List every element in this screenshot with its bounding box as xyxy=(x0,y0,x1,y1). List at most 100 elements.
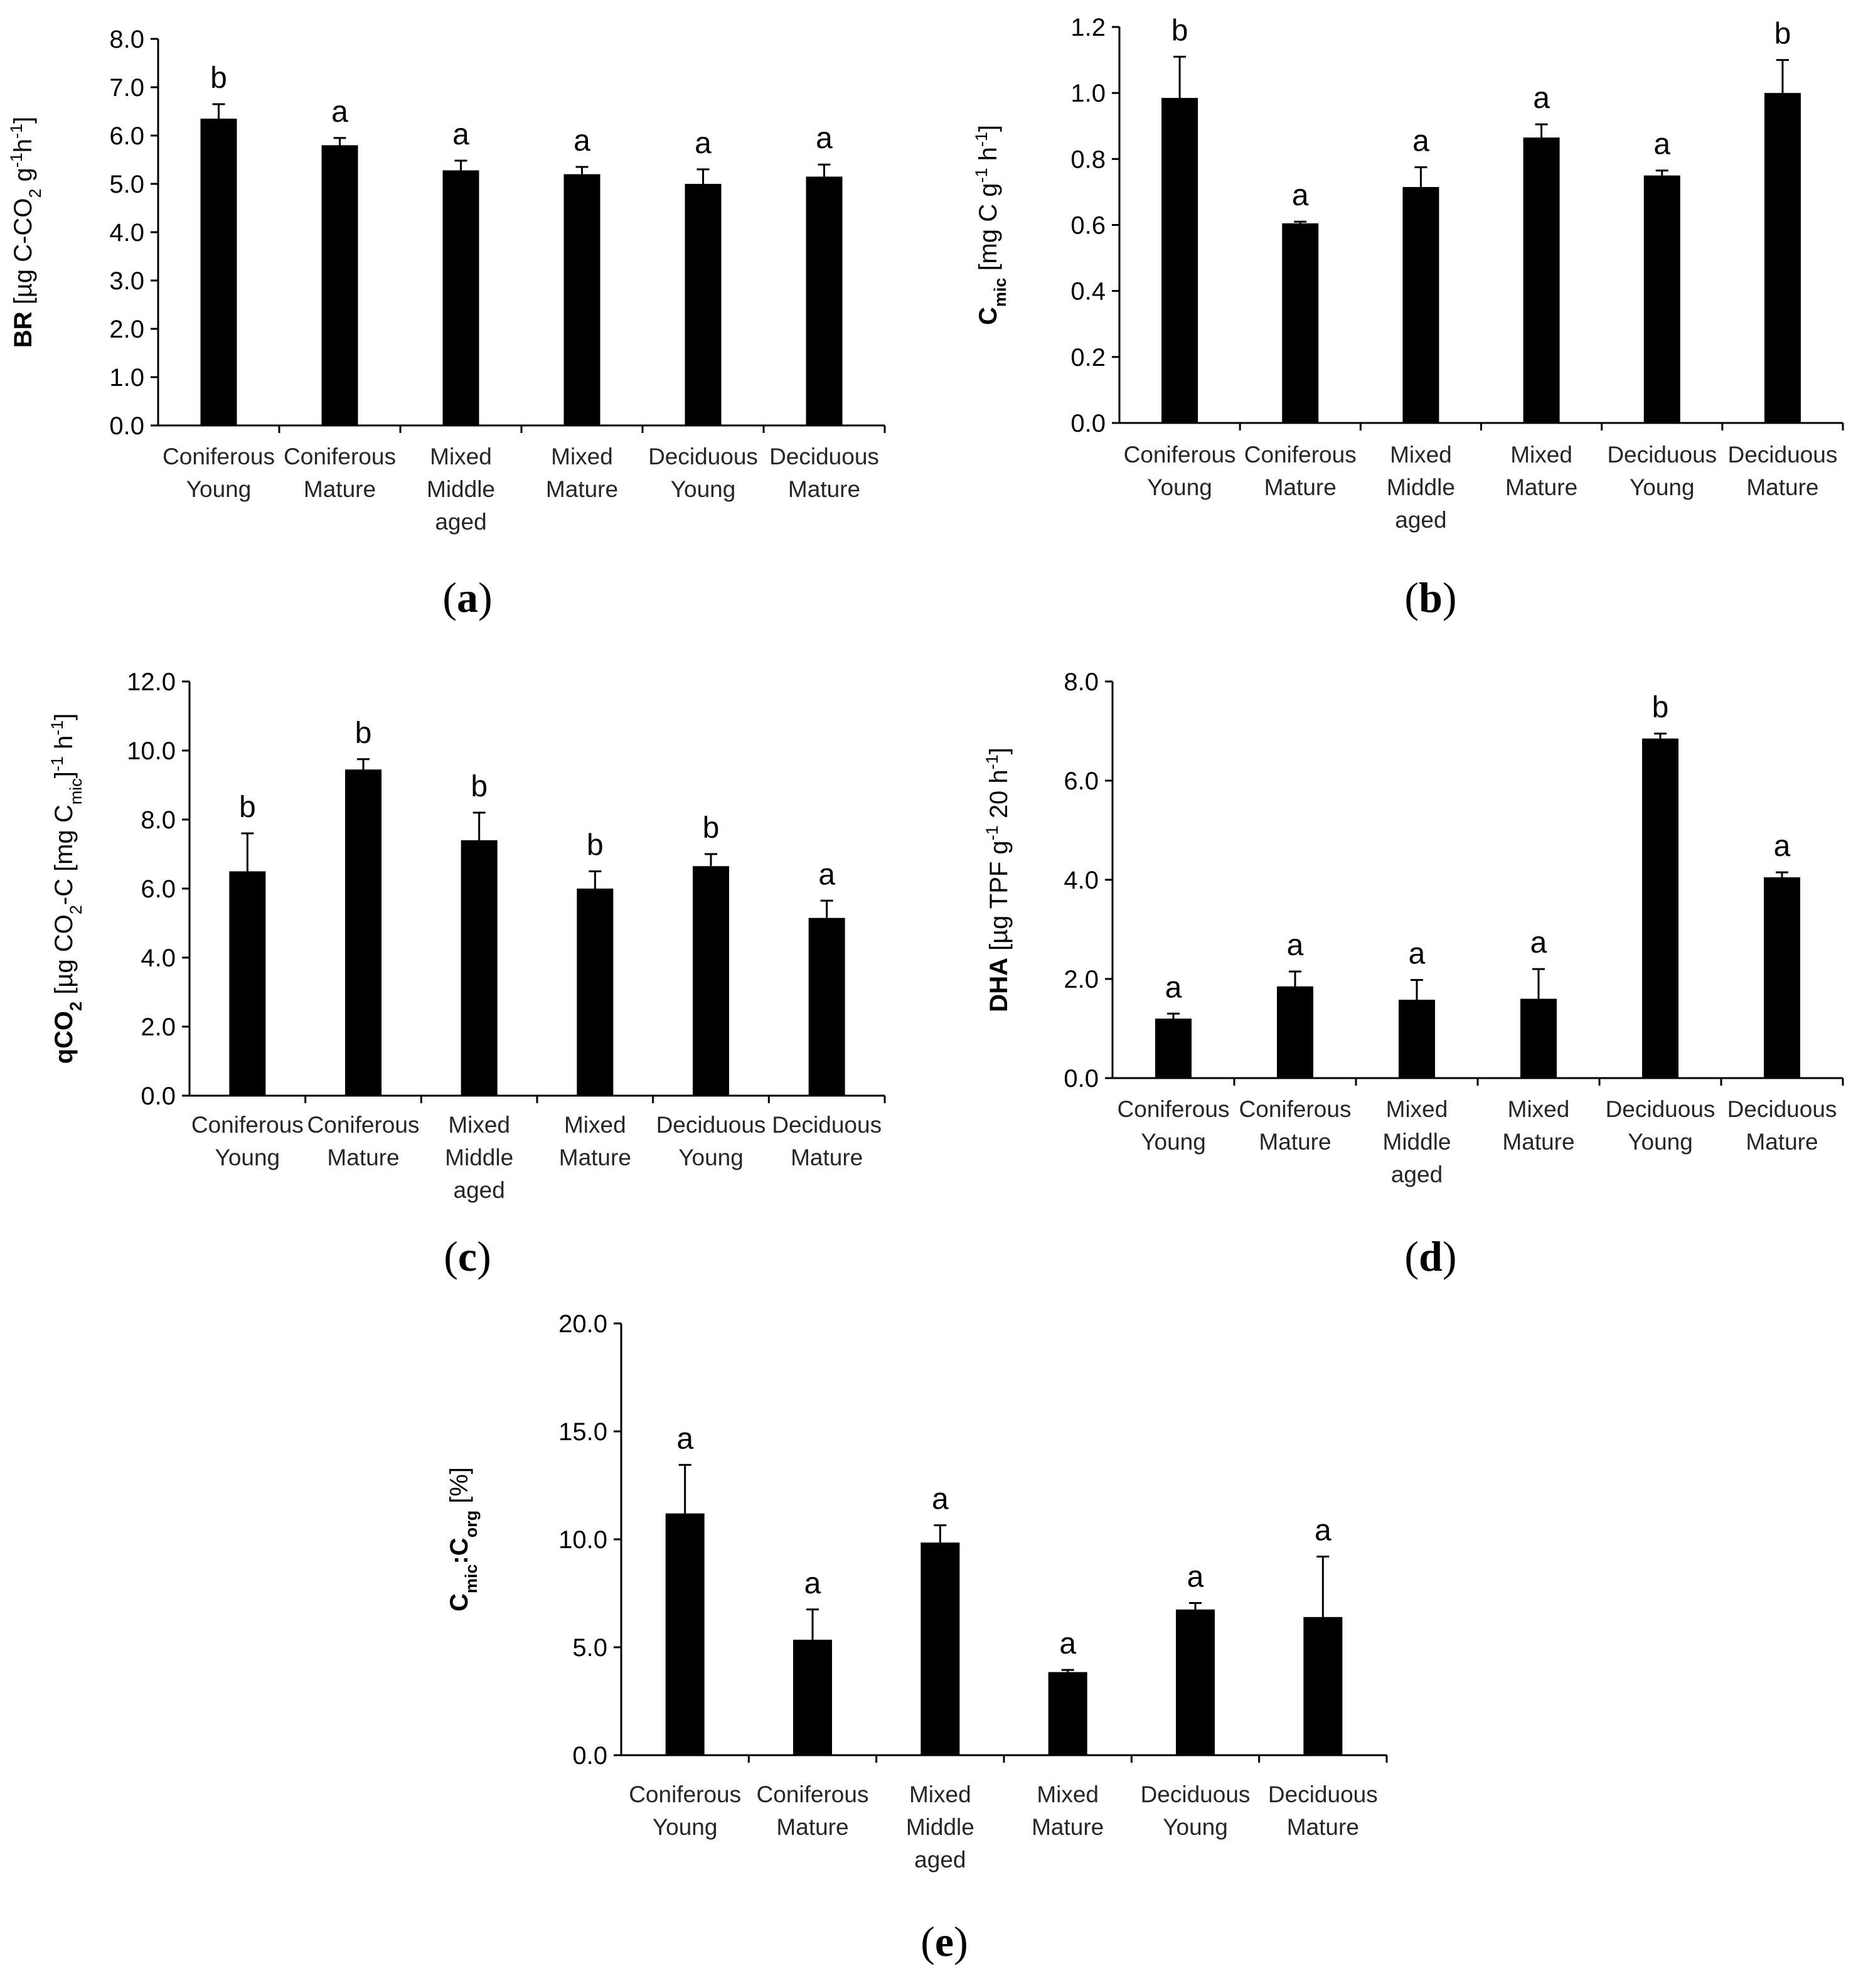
y-tick-label: 1.0 xyxy=(1070,80,1106,107)
category-label: Young xyxy=(1163,1814,1228,1840)
bar xyxy=(1642,738,1678,1078)
category-label: Mixed xyxy=(564,1112,626,1138)
y-axis-label-part: -1 xyxy=(48,720,67,735)
y-tick-label: 0.0 xyxy=(572,1742,607,1770)
bar xyxy=(1282,223,1319,423)
significance-letter: a xyxy=(676,1422,693,1455)
y-axis-label-part: -1 xyxy=(7,124,26,139)
category-label: Mature xyxy=(1287,1814,1359,1840)
bar xyxy=(1764,93,1801,423)
y-axis-label-part: 2 xyxy=(67,905,85,914)
bar xyxy=(577,889,614,1096)
significance-letter: a xyxy=(695,127,712,160)
category-label: Coniferous xyxy=(1244,442,1357,468)
category-label: Middle xyxy=(445,1145,513,1170)
category-label: Coniferous xyxy=(629,1782,741,1807)
y-axis-label-part: h xyxy=(9,139,37,152)
y-tick-label: 0.0 xyxy=(109,412,144,440)
y-axis-label: Cmic [mg C g-1 h-1] xyxy=(972,125,1010,325)
significance-letter: b xyxy=(471,770,488,803)
bar xyxy=(200,119,237,426)
y-tick-label: 1.2 xyxy=(1070,14,1106,41)
panel-letter: b xyxy=(1419,574,1443,621)
bar xyxy=(345,769,382,1096)
significance-letter: a xyxy=(452,118,469,151)
panel-letter: e xyxy=(935,1918,954,1965)
bar xyxy=(229,871,266,1096)
category-label: Mature xyxy=(1746,1129,1818,1155)
y-axis-label-part: 2 xyxy=(67,1002,85,1011)
panel-label: (a) xyxy=(442,574,492,621)
category-label: Middle xyxy=(1383,1129,1451,1155)
y-tick-label: 5.0 xyxy=(109,171,144,198)
category-label: Mixed xyxy=(1386,1096,1448,1122)
y-tick-label: 5.0 xyxy=(572,1634,607,1662)
bar xyxy=(1402,187,1439,423)
panel-label: (d) xyxy=(1404,1232,1456,1280)
category-label: Mature xyxy=(776,1814,848,1840)
y-axis-label-part: BR xyxy=(9,311,37,348)
category-label: Young xyxy=(1628,1129,1693,1155)
bar xyxy=(1176,1609,1215,1755)
category-label: Mature xyxy=(1259,1129,1331,1155)
category-label: Young xyxy=(671,476,736,502)
bar xyxy=(1277,986,1313,1078)
category-label: Mature xyxy=(788,476,860,502)
y-tick-label: 2.0 xyxy=(1064,966,1099,993)
bar xyxy=(920,1542,960,1755)
y-tick-label: 8.0 xyxy=(141,806,176,834)
bar xyxy=(1399,1000,1435,1078)
category-label: Mixed xyxy=(1390,442,1452,468)
y-tick-label: 20.0 xyxy=(558,1310,607,1338)
y-axis-label-part: [mg C g xyxy=(974,183,1002,277)
y-axis-label-part: [µg TPF g xyxy=(985,840,1013,958)
y-tick-label: 0.6 xyxy=(1070,212,1106,240)
y-axis-label-part: 2 xyxy=(26,189,45,198)
bar xyxy=(1523,137,1560,423)
category-label: Middle xyxy=(427,476,495,502)
category-label: Young xyxy=(1141,1129,1206,1155)
significance-letter: a xyxy=(1774,830,1791,863)
y-axis-label-part: mic xyxy=(462,1564,481,1594)
significance-letter: a xyxy=(1287,929,1304,962)
bar xyxy=(1764,877,1800,1078)
y-axis-label-part: [%] xyxy=(446,1467,473,1510)
category-label: Mixed xyxy=(1037,1782,1099,1807)
y-tick-label: 4.0 xyxy=(1064,867,1099,894)
category-label: Coniferous xyxy=(1124,442,1236,468)
category-label: Deciduous xyxy=(1727,442,1837,468)
category-label: Deciduous xyxy=(1268,1782,1378,1807)
category-label: Coniferous xyxy=(1239,1096,1352,1122)
y-tick-label: 10.0 xyxy=(558,1526,607,1554)
y-tick-label: 12.0 xyxy=(127,668,176,696)
panel-label: (e) xyxy=(920,1918,968,1965)
panel-label: (c) xyxy=(444,1232,491,1280)
significance-letter: a xyxy=(932,1483,949,1516)
y-axis-label-part: h xyxy=(50,735,78,756)
panel-letter: d xyxy=(1419,1232,1443,1280)
category-label: Deciduous xyxy=(656,1112,766,1138)
y-axis-label-part: :C xyxy=(446,1537,473,1564)
y-axis-label-part: ] xyxy=(50,771,78,778)
chart-panel-a: 0.0 1.0 2.0 3.0 4.0 5.0 6.0 7.0 8.0 b Coniferous Yo… xyxy=(7,26,886,621)
bar xyxy=(806,176,843,425)
chart-panel-b: 0.0 0.2 0.4 0.6 0.8 1.0 1.2 b Coniferous Young a Co… xyxy=(972,14,1844,621)
bar xyxy=(665,1513,705,1755)
y-axis-label-part: -1 xyxy=(983,754,1001,769)
significance-letter: a xyxy=(1530,926,1547,959)
category-label: Deciduous xyxy=(648,444,758,469)
y-tick-label: 6.0 xyxy=(141,875,176,903)
category-label: Young xyxy=(678,1145,744,1170)
category-label: Mixed xyxy=(909,1782,971,1807)
significance-letter: a xyxy=(804,1567,821,1600)
y-tick-label: 0.0 xyxy=(1064,1065,1099,1093)
category-label: Mature xyxy=(791,1145,863,1170)
significance-letter: b xyxy=(210,61,227,95)
y-axis-label-part: 20 h xyxy=(985,769,1013,825)
category-label: Middle xyxy=(906,1814,974,1840)
y-tick-label: 4.0 xyxy=(141,944,176,972)
significance-letter: a xyxy=(1059,1627,1076,1660)
significance-letter: a xyxy=(1315,1514,1331,1547)
chart-panel-d: 0.0 2.0 4.0 6.0 8.0 a Coniferous Young a Conifero… xyxy=(983,668,1844,1280)
